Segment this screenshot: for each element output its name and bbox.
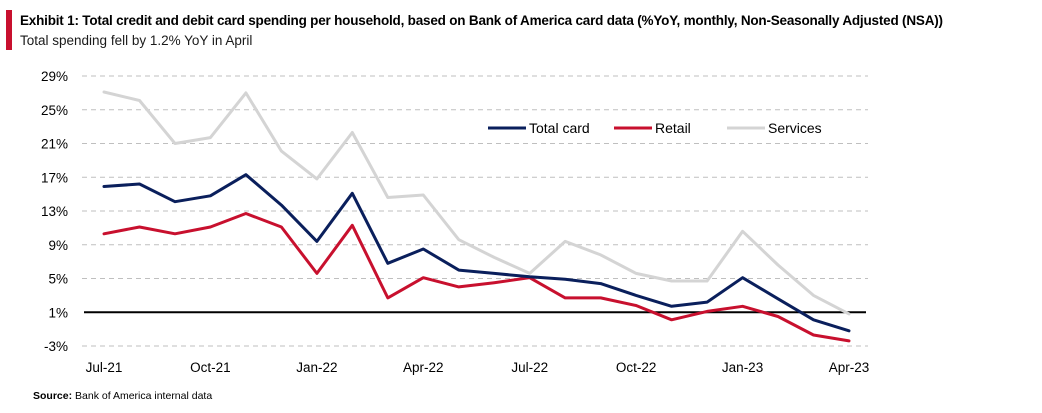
legend: Total card Retail Services: [488, 120, 822, 136]
x-tick-label: Jan-22: [296, 360, 337, 375]
series-line-services: [102, 90, 851, 316]
series-lines: [102, 90, 851, 343]
y-tick-label: 9%: [48, 238, 68, 253]
source-text: Bank of America internal data: [75, 390, 213, 402]
x-axis-tick-labels: Jul-21 Oct-21 Jan-22 Apr-22 Jul-22 Oct-22 Jan-…: [86, 360, 870, 375]
legend-label: Total card: [529, 120, 590, 136]
source-label: Source:: [33, 390, 73, 402]
y-tick-label: 17%: [41, 170, 68, 185]
x-tick-label: Oct-21: [190, 360, 231, 375]
x-tick-label: Apr-23: [829, 360, 870, 375]
y-tick-label: 13%: [41, 204, 68, 219]
gridlines: [82, 75, 868, 347]
accent-bar: [6, 10, 12, 50]
x-tick-label: Jul-22: [511, 360, 548, 375]
y-axis-tick-labels: 29% 25% 21% 17% 13% 9% 5% 1% -3%: [41, 69, 68, 354]
x-tick-label: Oct-22: [616, 360, 657, 375]
chart-subtitle: Total spending fell by 1.2% YoY in April: [20, 33, 253, 48]
chart-title: Exhibit 1: Total credit and debit card s…: [20, 13, 943, 28]
legend-item-services: Services: [727, 120, 822, 136]
y-tick-label: 29%: [41, 69, 68, 84]
legend-label: Services: [768, 120, 822, 136]
y-tick-label: 25%: [41, 103, 68, 118]
source-note: Source: Bank of America internal data: [33, 390, 212, 402]
legend-item-total-card: Total card: [488, 120, 590, 136]
series-line-retail: [102, 212, 851, 343]
x-tick-label: Jan-23: [722, 360, 763, 375]
y-tick-label: 21%: [41, 137, 68, 152]
series-line-total-card: [102, 173, 851, 333]
x-tick-label: Jul-21: [86, 360, 123, 375]
x-tick-label: Apr-22: [403, 360, 444, 375]
legend-label: Retail: [655, 120, 691, 136]
legend-item-retail: Retail: [614, 120, 691, 136]
y-tick-label: 5%: [48, 272, 68, 287]
y-tick-label: 1%: [48, 305, 68, 320]
y-tick-label: -3%: [44, 339, 68, 354]
